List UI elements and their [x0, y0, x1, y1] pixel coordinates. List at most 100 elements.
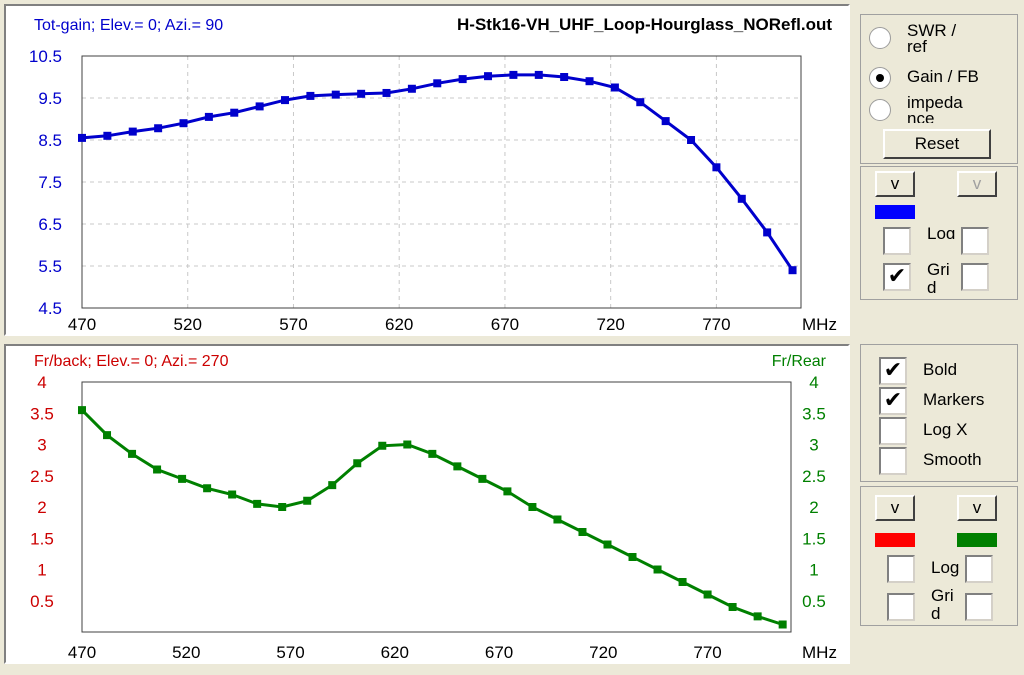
markers-label: Markers	[923, 390, 985, 409]
gain-data-marker	[357, 89, 366, 98]
fb-x-tick-label: 770	[693, 643, 721, 662]
reset-button[interactable]: Reset	[883, 129, 991, 159]
gain-y-tick-label: 5.5	[38, 257, 62, 276]
fb-y-left-tick-label: 0.5	[30, 592, 54, 611]
mode-panel: SWR / ref Gain / FB impedance Reset	[860, 14, 1018, 164]
grid-checkbox[interactable]: ✔	[883, 263, 911, 291]
gain-series-line	[81, 73, 794, 272]
fb-x-tick-label: 470	[68, 643, 96, 662]
log-y-checkbox[interactable]	[883, 227, 911, 255]
gain-color-picker-button[interactable]: v	[875, 171, 915, 197]
fb-data-marker	[278, 503, 287, 511]
gain-data-marker	[763, 228, 772, 237]
fb-data-marker	[203, 484, 212, 493]
fb-data-marker	[703, 590, 712, 599]
fb-data-marker	[328, 481, 337, 490]
secondary-log-checkbox[interactable]	[961, 227, 989, 255]
secondary-grid-checkbox[interactable]	[961, 263, 989, 291]
fb-y-left-tick-label: 2	[37, 498, 46, 517]
fb-x-tick-label: 520	[172, 643, 200, 662]
gain-data-marker	[737, 194, 746, 203]
gain-x-tick-label: 720	[596, 315, 624, 334]
gain-data-marker	[204, 112, 213, 121]
fb-data-marker	[528, 503, 537, 511]
gain-y-tick-label: 6.5	[38, 215, 62, 234]
gain-plot-frame	[81, 55, 802, 309]
gain-y-tick-label: 4.5	[38, 299, 62, 318]
gain-data-marker	[661, 117, 670, 126]
fb-y-right-tick-label: 1.5	[802, 529, 826, 548]
smooth-label: Smooth	[923, 450, 982, 469]
fb-secondary-grid-checkbox[interactable]	[965, 593, 993, 621]
fb-data-marker	[103, 431, 112, 440]
fb-data-marker	[678, 578, 687, 586]
fb-data-marker	[128, 449, 137, 458]
fb-y-left-tick-label: 1.5	[30, 529, 54, 548]
gain-data-marker	[154, 124, 163, 133]
radio-swr-circle[interactable]	[869, 27, 891, 49]
fb-data-marker	[603, 540, 612, 549]
fb-y-left-tick-label: 3.5	[30, 404, 54, 423]
fb-y-left-tick-label: 3	[37, 436, 46, 455]
grid-label: Grid	[927, 261, 950, 297]
fb-data-marker	[153, 465, 162, 474]
gain-data-marker	[687, 136, 696, 144]
radio-gain-fb[interactable]: Gain / FB	[869, 63, 1009, 93]
gain-y-tick-label: 10.5	[29, 47, 62, 66]
bold-checkbox[interactable]: ✔	[879, 357, 907, 385]
fb-series-line	[80, 409, 784, 626]
gain-data-marker	[509, 70, 518, 79]
fb-data-marker	[78, 406, 86, 415]
gain-color-swatch	[875, 205, 915, 219]
radio-impedance[interactable]: impedance	[869, 95, 1009, 123]
secondary-color-picker-button[interactable]: v	[957, 171, 997, 197]
fb-data-marker	[653, 565, 662, 574]
gain-data-marker	[585, 77, 594, 86]
log-x-label: Log X	[923, 420, 968, 439]
gain-data-marker	[281, 96, 290, 105]
fb-secondary-log-checkbox[interactable]	[965, 555, 993, 583]
fb-data-marker	[753, 612, 762, 621]
gain-data-marker	[179, 119, 188, 128]
gain-data-marker	[560, 73, 569, 81]
radio-impedance-circle[interactable]	[869, 99, 891, 121]
fb-y-right-tick-label: 1	[809, 561, 818, 580]
fb-right-color-picker-button[interactable]: v	[957, 495, 997, 521]
fb-left-color-picker-button[interactable]: v	[875, 495, 915, 521]
gain-data-marker	[636, 98, 645, 107]
fb-x-unit: MHz	[802, 643, 837, 662]
gain-data-marker	[534, 70, 543, 79]
radio-swr[interactable]: SWR / ref	[869, 22, 1009, 55]
gain-x-tick-label: 520	[174, 315, 202, 334]
radio-impedance-label: impedance	[907, 95, 963, 123]
fb-data-marker	[728, 603, 737, 611]
gain-data-marker	[458, 75, 467, 84]
fb-log-checkbox[interactable]	[887, 555, 915, 583]
gain-data-marker	[255, 102, 264, 111]
fb-data-marker	[453, 462, 462, 471]
markers-checkbox[interactable]: ✔	[879, 387, 907, 415]
gain-data-marker	[788, 266, 797, 275]
fb-grid-checkbox[interactable]	[887, 593, 915, 621]
fb-chart-title: Fr/back; Elev.= 0; Azi.= 270	[34, 353, 229, 370]
fb-chart-right-title: Fr/Rear	[772, 353, 827, 370]
log-x-checkbox[interactable]	[879, 417, 907, 445]
fb-x-tick-label: 670	[485, 643, 513, 662]
fb-chart: Fr/back; Elev.= 0; Azi.= 270 Fr/Rear MHz…	[30, 353, 837, 662]
fb-right-color-swatch	[957, 533, 997, 547]
smooth-checkbox[interactable]	[879, 447, 907, 475]
gain-data-marker	[712, 163, 721, 172]
fb-data-marker	[178, 474, 187, 483]
gain-data-marker	[103, 131, 112, 140]
gain-x-tick-label: 470	[68, 315, 96, 334]
options-panel: ✔ Bold ✔ Markers Log X Smooth	[860, 344, 1018, 482]
fb-data-marker	[303, 496, 312, 505]
gain-data-marker	[78, 133, 86, 142]
radio-gain-fb-circle[interactable]	[869, 67, 891, 89]
fb-plot-frame	[81, 381, 792, 633]
fb-data-marker	[253, 499, 262, 508]
gain-data-marker	[407, 84, 416, 93]
fb-data-marker	[553, 515, 562, 524]
fb-data-marker	[378, 441, 387, 450]
fb-x-tick-label: 620	[381, 643, 409, 662]
